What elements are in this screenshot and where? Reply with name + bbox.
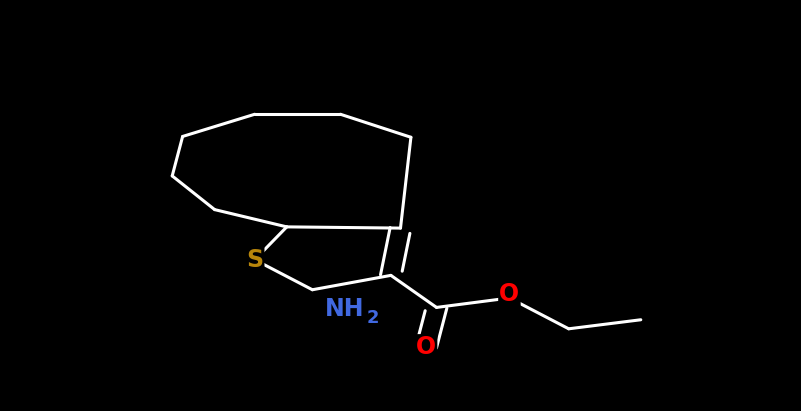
- Text: 2: 2: [367, 309, 380, 327]
- Text: O: O: [499, 282, 520, 306]
- Text: O: O: [416, 335, 437, 359]
- Text: S: S: [246, 248, 264, 272]
- Text: NH: NH: [324, 297, 364, 321]
